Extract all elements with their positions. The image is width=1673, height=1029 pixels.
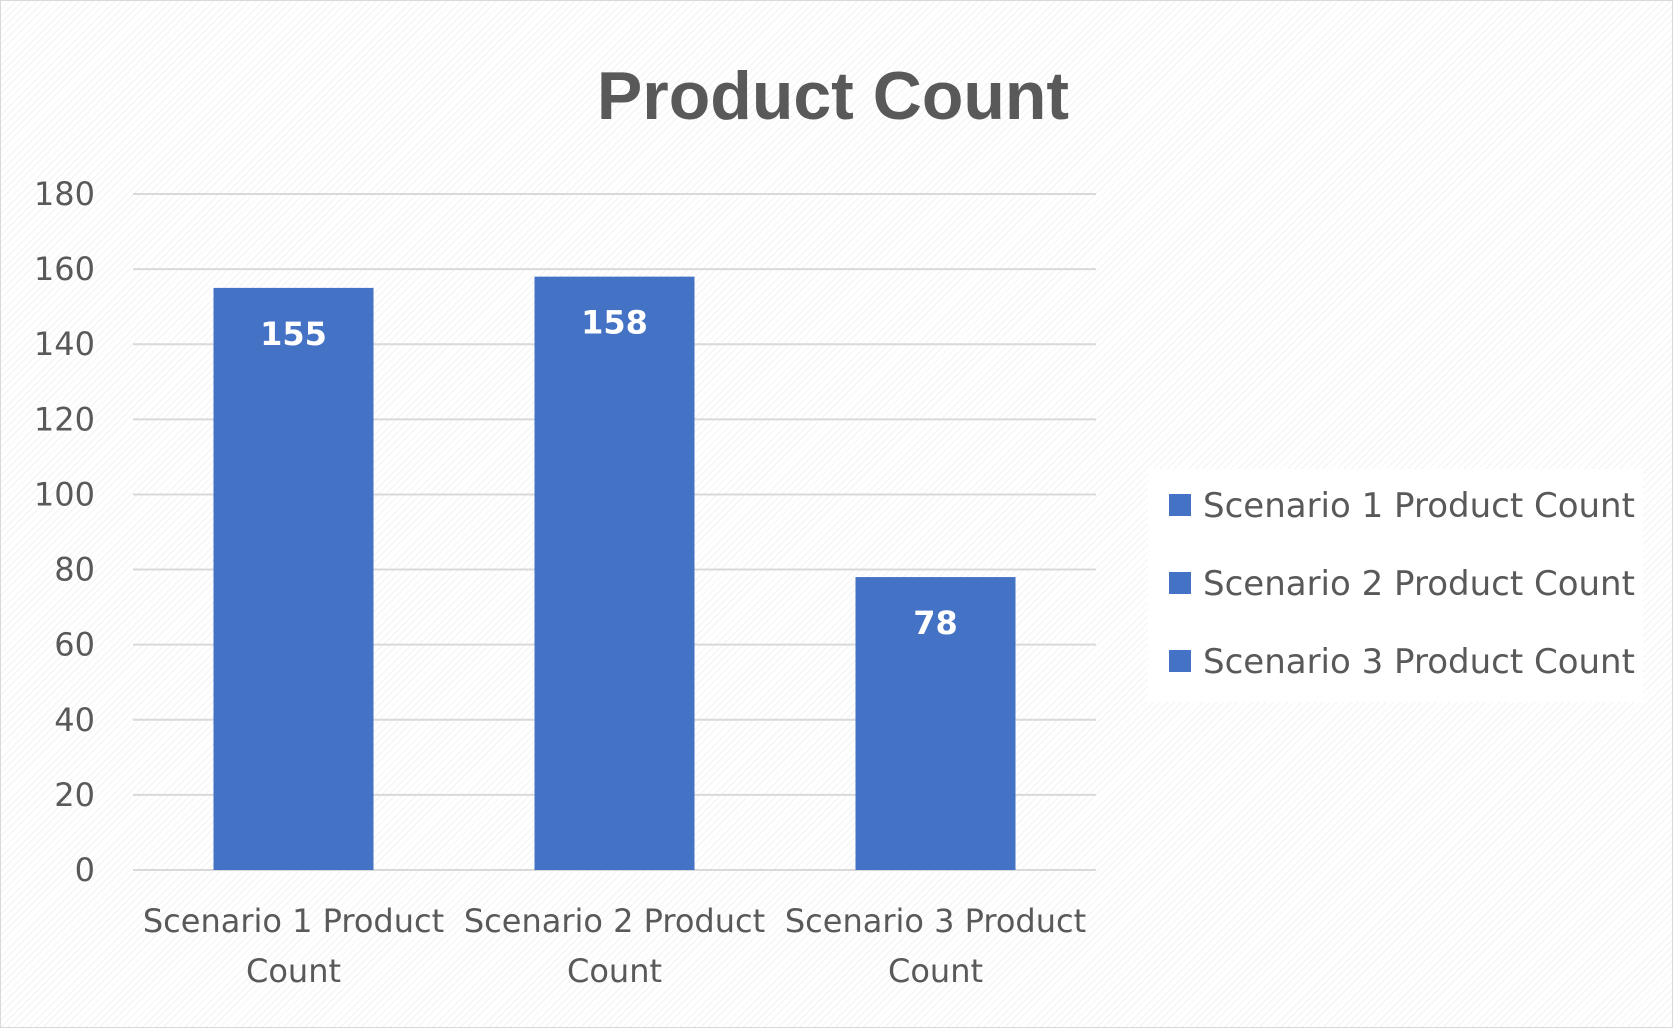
x-category-label: Count [567,952,662,990]
x-category-label: Count [246,952,341,990]
legend-swatch [1169,650,1191,672]
legend-swatch [1169,494,1191,516]
chart-title: Product Count [597,58,1069,134]
y-tick-label: 100 [34,475,95,513]
y-tick-label: 180 [34,175,95,213]
data-label: 155 [260,315,327,353]
y-tick-label: 0 [75,851,95,889]
y-tick-label: 60 [54,626,95,664]
y-tick-label: 40 [54,701,95,739]
legend-box [1148,469,1643,702]
data-label: 78 [913,604,958,642]
legend-entry: Scenario 1 Product Count [1203,486,1635,526]
bars: 155 158 78 [213,276,1016,871]
x-axis: Scenario 1 Product Count Scenario 2 Produc… [143,902,1086,990]
y-tick-label: 120 [34,400,95,438]
x-category-label: Scenario 1 Product [143,902,444,940]
x-category-label: Scenario 2 Product [464,902,765,940]
legend-entry: Scenario 3 Product Count [1203,642,1635,682]
y-tick-label: 20 [54,776,95,814]
y-tick-label: 80 [54,551,95,589]
y-axis: 0 20 40 60 80 100 120 140 160 180 [34,175,95,889]
data-label: 158 [581,304,648,342]
bar [534,276,695,871]
x-category-label: Count [888,952,983,990]
legend: Scenario 1 Product Count Scenario 2 Produ… [1148,469,1643,702]
legend-swatch [1169,572,1191,594]
y-tick-label: 140 [34,325,95,363]
bar [213,287,374,870]
x-category-label: Scenario 3 Product [785,902,1086,940]
y-tick-label: 160 [34,250,95,288]
bar [855,577,1016,870]
legend-entry: Scenario 2 Product Count [1203,564,1635,604]
